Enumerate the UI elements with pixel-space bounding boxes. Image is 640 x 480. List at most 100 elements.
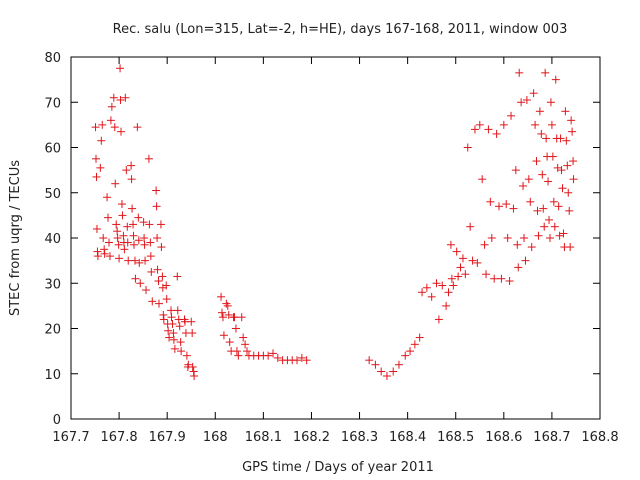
data-point: [446, 240, 455, 249]
data-point: [470, 125, 479, 134]
data-point: [93, 252, 102, 261]
y-axis-label: STEC from uqrg / TECUs: [8, 160, 23, 316]
data-point: [438, 281, 447, 290]
data-point: [529, 89, 538, 98]
data-point: [135, 258, 144, 267]
data-point: [144, 154, 153, 163]
x-tick-label: 168.1: [245, 430, 282, 445]
data-point: [152, 202, 161, 211]
data-point: [162, 281, 171, 290]
data-point: [187, 317, 196, 326]
data-point: [141, 256, 150, 265]
data-point: [128, 204, 137, 213]
data-point: [188, 329, 197, 338]
data-point: [176, 338, 185, 347]
data-point: [127, 161, 136, 170]
data-point: [565, 206, 574, 215]
data-point: [389, 367, 398, 376]
data-point: [114, 240, 123, 249]
data-point: [119, 231, 128, 240]
data-point: [461, 270, 470, 279]
data-point: [499, 120, 508, 129]
data-point: [293, 356, 302, 365]
data-point: [486, 197, 495, 206]
data-point: [182, 351, 191, 360]
x-tick-label: 167.8: [100, 430, 137, 445]
data-point: [538, 170, 547, 179]
data-point: [531, 120, 540, 129]
data-point: [463, 143, 472, 152]
data-point: [515, 68, 524, 77]
data-point: [92, 172, 101, 181]
data-point: [540, 222, 549, 231]
data-point: [406, 347, 415, 356]
data-point: [113, 227, 122, 236]
data-point: [564, 188, 573, 197]
data-point: [415, 333, 424, 342]
data-point: [146, 252, 155, 261]
x-tick-label: 168: [203, 430, 228, 445]
data-point: [188, 362, 197, 371]
data-point: [427, 292, 436, 301]
data-point: [526, 197, 535, 206]
data-point: [514, 263, 523, 272]
data-point: [134, 236, 143, 245]
data-point: [97, 136, 106, 145]
data-point: [562, 136, 571, 145]
data-point: [521, 256, 530, 265]
data-point: [546, 98, 555, 107]
data-point: [382, 372, 391, 381]
data-point: [535, 107, 544, 116]
data-point: [503, 234, 512, 242]
data-point: [104, 238, 113, 247]
data-point: [487, 234, 496, 242]
x-axis-label: GPS time / Days of year 2011: [242, 460, 434, 475]
data-point: [127, 175, 136, 184]
data-point: [155, 299, 164, 308]
data-point: [170, 344, 179, 353]
data-point: [105, 252, 114, 261]
data-point: [157, 243, 166, 252]
data-point: [116, 95, 125, 104]
data-point: [237, 313, 246, 322]
plot-frame: [70, 56, 601, 420]
data-point: [239, 333, 248, 342]
data-point: [124, 256, 133, 265]
data-point: [473, 258, 482, 267]
data-points: [91, 64, 578, 381]
data-point: [554, 202, 563, 211]
data-point: [173, 306, 182, 315]
data-point: [547, 120, 556, 129]
x-tick-label: 168.7: [533, 430, 570, 445]
data-point: [548, 152, 557, 161]
data-point: [225, 338, 234, 347]
data-point: [123, 222, 132, 231]
x-tick-label: 168.4: [389, 430, 426, 445]
data-point: [456, 263, 465, 272]
data-point: [115, 254, 124, 263]
x-tick-label: 167.7: [52, 430, 89, 445]
data-point: [175, 322, 184, 331]
data-point: [550, 222, 559, 231]
data-point: [158, 283, 167, 292]
data-point: [447, 274, 456, 283]
data-point: [475, 120, 484, 129]
data-point: [231, 324, 240, 333]
data-point: [432, 279, 441, 288]
data-point: [524, 175, 533, 184]
data-point: [509, 204, 518, 213]
data-point: [568, 127, 577, 136]
data-point: [153, 265, 162, 274]
data-point: [442, 301, 451, 310]
data-point: [553, 163, 562, 172]
data-point: [165, 333, 174, 342]
data-point: [148, 297, 157, 306]
data-point: [410, 340, 419, 349]
data-point: [169, 329, 178, 338]
data-point: [273, 353, 282, 362]
data-point: [167, 313, 176, 322]
data-point: [458, 254, 467, 263]
data-point: [542, 134, 551, 143]
data-point: [513, 240, 522, 249]
data-point: [153, 234, 162, 242]
